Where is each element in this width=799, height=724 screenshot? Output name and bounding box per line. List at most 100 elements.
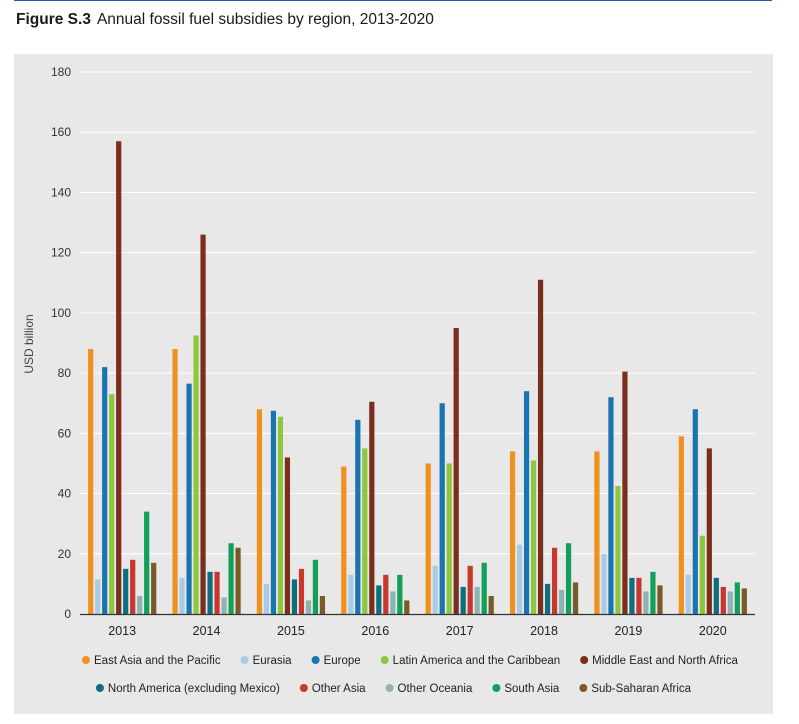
- bar: [699, 535, 705, 614]
- y-tick-label: 60: [58, 426, 72, 440]
- legend: East Asia and the Pacific Eurasia Europe La…: [82, 655, 739, 695]
- bar: [235, 547, 241, 614]
- bar: [481, 562, 487, 614]
- bar: [439, 403, 445, 614]
- bar: [432, 565, 438, 614]
- y-tick-label: 20: [58, 547, 72, 561]
- bar: [207, 571, 213, 614]
- legend-label: South Asia: [504, 683, 560, 695]
- bar: [615, 486, 621, 614]
- bar: [453, 327, 459, 614]
- bar: [270, 410, 277, 614]
- bar: [109, 394, 115, 614]
- y-tick-label: 0: [64, 607, 71, 621]
- legend-swatch: [380, 656, 389, 664]
- x-tick-label: 2016: [361, 624, 389, 638]
- bar: [151, 562, 157, 614]
- bar: [425, 463, 431, 614]
- bar: [312, 559, 319, 614]
- bar: [291, 579, 298, 614]
- bar: [95, 579, 101, 614]
- legend-swatch: [385, 684, 394, 692]
- bar: [643, 591, 649, 614]
- bar: [636, 577, 642, 614]
- bar: [221, 597, 227, 614]
- x-axis: 2013 2014 2015 2016 2017 2018 2019 2020: [80, 613, 755, 638]
- x-tick-label: 2018: [530, 624, 558, 638]
- bar: [355, 419, 361, 614]
- bar: [214, 571, 220, 614]
- bar: [256, 409, 263, 614]
- bar: [179, 577, 185, 614]
- legend-label: Sub-Saharan Africa: [591, 683, 691, 695]
- bar: [488, 595, 494, 614]
- bar: [298, 568, 305, 614]
- bar: [404, 600, 410, 614]
- bar: [516, 544, 523, 614]
- bar: [362, 448, 368, 614]
- legend-label: Other Asia: [312, 683, 366, 695]
- bar: [706, 448, 712, 614]
- bar: [594, 451, 600, 614]
- bar: [530, 460, 537, 614]
- y-tick-label: 140: [51, 185, 71, 199]
- bar: [172, 349, 178, 614]
- bar: [200, 234, 206, 614]
- legend-label: Middle East and North Africa: [592, 655, 738, 667]
- x-tick-label: 2013: [108, 624, 136, 638]
- bar: [277, 416, 284, 614]
- bar: [116, 141, 122, 614]
- bar: [305, 600, 312, 614]
- figure-number: Figure S.3: [16, 11, 91, 28]
- bar: [551, 547, 558, 614]
- bars: [88, 141, 747, 614]
- bar: [137, 595, 143, 614]
- bar: [228, 543, 234, 614]
- legend-swatch: [299, 684, 308, 692]
- bar: [692, 409, 698, 614]
- x-tick-label: 2019: [615, 624, 643, 638]
- bar: [734, 582, 740, 614]
- y-tick-label: 180: [51, 65, 71, 79]
- legend-swatch: [82, 656, 90, 664]
- y-tick-label: 160: [51, 125, 71, 139]
- bar: [608, 397, 614, 614]
- bar: [123, 568, 129, 614]
- bar: [467, 565, 473, 614]
- bar: [741, 588, 747, 614]
- bar: [537, 279, 544, 614]
- bar: [193, 335, 199, 614]
- legend-swatch: [580, 656, 589, 664]
- bar: [720, 586, 726, 614]
- x-tick-label: 2017: [446, 624, 474, 638]
- bar: [558, 589, 565, 614]
- bar: [376, 585, 382, 614]
- legend-swatch: [240, 656, 249, 664]
- bar: [713, 577, 719, 614]
- bar: [102, 367, 108, 614]
- y-tick-label: 120: [51, 246, 71, 260]
- bar: [727, 591, 733, 614]
- bar: [284, 457, 291, 614]
- bar: [397, 574, 403, 614]
- bar: [629, 577, 635, 614]
- bar: [650, 571, 656, 614]
- bar: [186, 383, 192, 614]
- bar: [446, 463, 452, 614]
- bar: [678, 436, 684, 614]
- y-axis-ticks: 0 20 40 60 80 100 120 140 160 180: [51, 65, 71, 621]
- bar: [341, 466, 347, 614]
- y-tick-label: 40: [58, 487, 72, 501]
- y-tick-label: 80: [58, 366, 72, 380]
- x-tick-label: 2014: [193, 624, 221, 638]
- legend-label: Eurasia: [253, 655, 293, 667]
- bar: [523, 391, 530, 614]
- figure-title: Figure S.3 Annual fossil fuel subsidies b…: [16, 11, 434, 29]
- bar: [565, 543, 572, 614]
- figure-title-text: Annual fossil fuel subsidies by region, …: [96, 11, 434, 28]
- bar: [88, 349, 94, 614]
- bar: [544, 583, 551, 614]
- x-tick-label: 2020: [699, 624, 727, 638]
- legend-label: North America (excluding Mexico): [108, 683, 280, 695]
